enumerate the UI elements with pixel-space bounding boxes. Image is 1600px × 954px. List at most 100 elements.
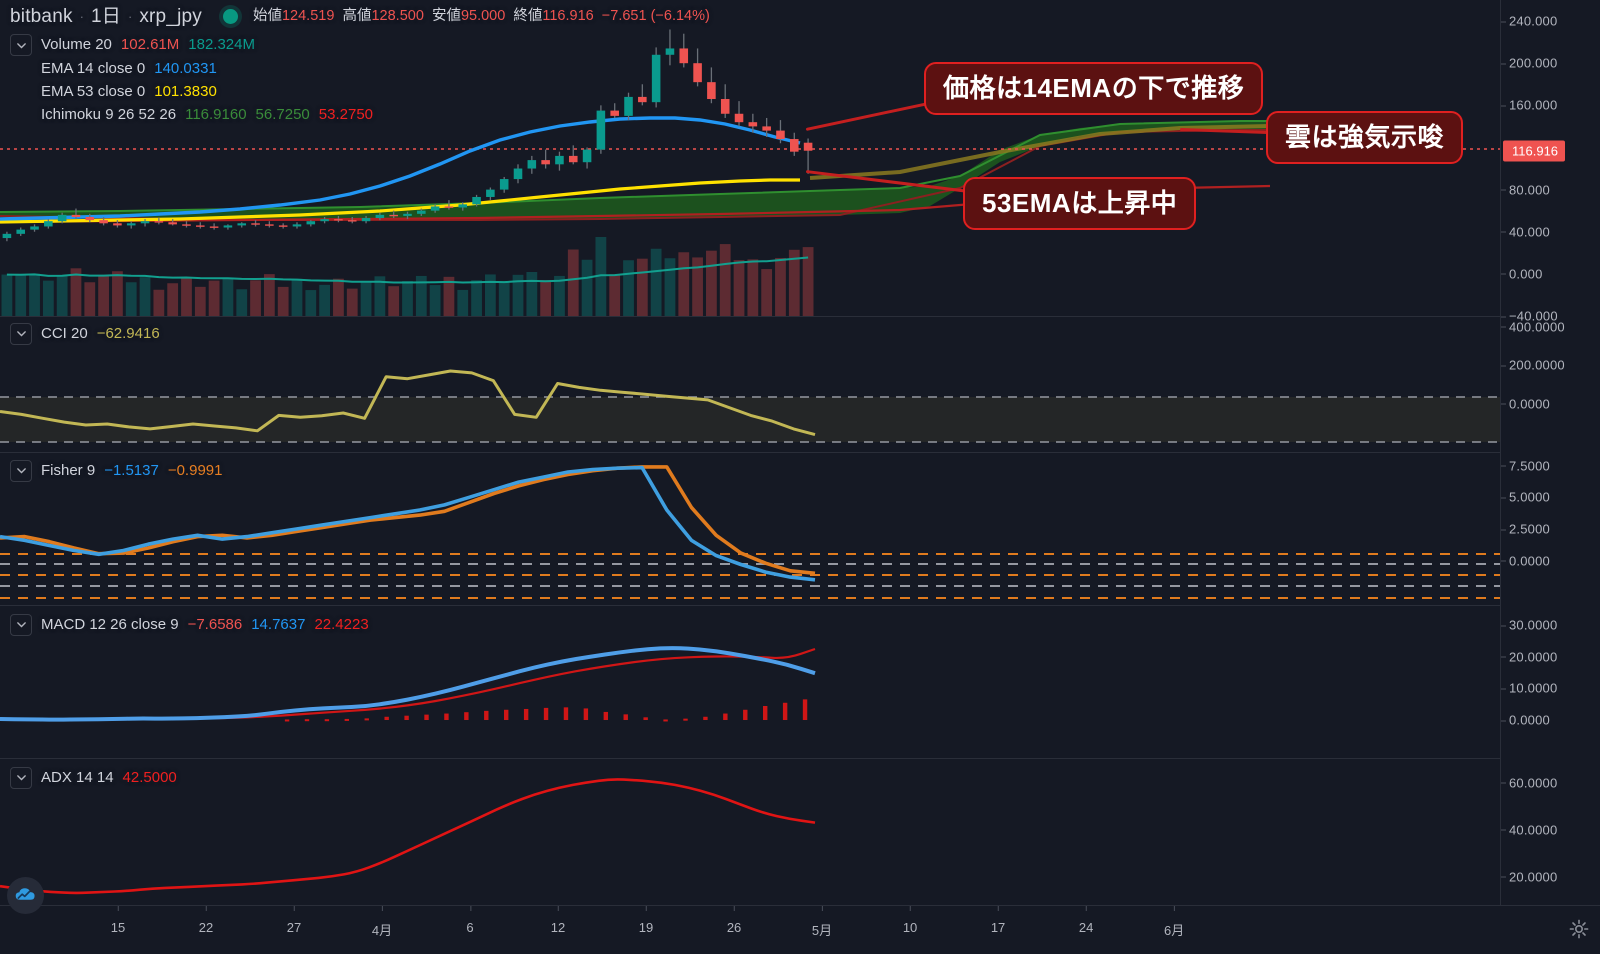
volume-bar bbox=[29, 273, 40, 316]
price-pane bbox=[0, 0, 1500, 316]
candle-body bbox=[762, 126, 771, 131]
adx-pane-svg bbox=[0, 778, 816, 895]
volume-bar bbox=[194, 286, 206, 316]
volume-bar bbox=[526, 271, 538, 316]
annotation-price-below-ema14[interactable]: 価格は14EMAの下で推移 bbox=[924, 62, 1264, 116]
candle-body bbox=[665, 48, 675, 55]
price-axis-tick: 20.0000 bbox=[1500, 649, 1558, 665]
candle-body bbox=[168, 222, 177, 225]
price-axis-tick: 400.0000 bbox=[1501, 319, 1565, 335]
price-axis-tick: 240.000 bbox=[1500, 13, 1558, 29]
volume-bar bbox=[650, 248, 662, 316]
volume-bar bbox=[360, 281, 372, 316]
candle-body bbox=[223, 225, 233, 228]
tradingview-logo-badge[interactable] bbox=[7, 877, 44, 914]
volume-bar bbox=[291, 278, 303, 316]
volume-bar bbox=[305, 290, 317, 316]
macd-pane-svg bbox=[0, 646, 816, 722]
candle-body bbox=[568, 155, 578, 163]
time-axis-tick: 12 bbox=[550, 906, 566, 935]
candle-body bbox=[71, 214, 81, 217]
price-axis-tick: 40.0000 bbox=[1500, 822, 1558, 838]
macd-histogram-bar bbox=[663, 719, 668, 722]
candle-body bbox=[720, 99, 730, 114]
candle-body bbox=[693, 63, 702, 83]
volume-bars bbox=[1, 237, 814, 316]
volume-bar bbox=[222, 278, 234, 316]
volume-bar bbox=[471, 280, 482, 316]
candle-body bbox=[596, 110, 606, 150]
time-axis-tick: 6月 bbox=[1164, 906, 1184, 939]
candle-body bbox=[776, 130, 785, 140]
macd-histogram-bar bbox=[324, 719, 330, 722]
volume-bar bbox=[429, 285, 441, 316]
separator-fisher-macd bbox=[0, 605, 1600, 606]
volume-bar bbox=[263, 274, 275, 316]
candle-body bbox=[417, 210, 426, 214]
collapse-macd-icon[interactable] bbox=[10, 613, 32, 636]
price-axis-tick: 0.000 bbox=[1501, 266, 1543, 282]
candle-body bbox=[44, 221, 53, 227]
current-price-badge: 116.916 bbox=[1503, 140, 1566, 162]
collapse-cci-icon[interactable] bbox=[10, 322, 32, 345]
volume-bar bbox=[374, 276, 386, 316]
time-axis-tick: 19 bbox=[638, 906, 654, 935]
volume-bar bbox=[457, 289, 469, 316]
price-axis-tick: 200.0000 bbox=[1501, 357, 1565, 373]
price-axis-tick: 60.0000 bbox=[1500, 775, 1558, 791]
macd-histogram-bar bbox=[762, 706, 768, 720]
candle-body bbox=[555, 155, 564, 165]
volume-bar bbox=[250, 280, 261, 316]
gear-icon[interactable] bbox=[1568, 918, 1590, 940]
cci-pane-svg bbox=[0, 369, 1500, 443]
collapse-fisher-icon[interactable] bbox=[10, 459, 32, 482]
cci-line bbox=[0, 369, 816, 437]
volume-bar bbox=[84, 282, 96, 316]
macd-histogram-bar bbox=[484, 710, 489, 720]
macd-histogram-bar bbox=[703, 716, 708, 720]
volume-bar bbox=[333, 278, 344, 316]
volume-bar bbox=[319, 284, 331, 316]
price-axis-tick: 40.000 bbox=[1501, 224, 1550, 240]
macd-histogram-bar bbox=[504, 709, 509, 720]
annotation-ema53-rising[interactable]: 53EMAは上昇中 bbox=[963, 177, 1197, 231]
volume-bar bbox=[775, 257, 786, 316]
candle-body bbox=[748, 122, 758, 127]
macd-histogram-bar bbox=[284, 719, 290, 722]
annotation-cloud-bullish[interactable]: 雲は強気示唆 bbox=[1266, 111, 1464, 165]
price-axis-tick: 10.0000 bbox=[1500, 680, 1558, 696]
macd-histogram-bar bbox=[384, 716, 389, 720]
candle-body bbox=[803, 142, 813, 151]
volume-bar bbox=[802, 247, 814, 316]
candle-body bbox=[513, 168, 523, 180]
volume-bar bbox=[388, 286, 400, 316]
collapse-volume-icon[interactable] bbox=[10, 34, 32, 57]
macd-histogram-bar bbox=[583, 708, 589, 720]
time-axis[interactable]: 15 22 27 4月 6 12 19 26 5月 10 17 24 6月 bbox=[0, 905, 1600, 954]
volume-bar bbox=[747, 259, 759, 316]
macd-histogram-bar bbox=[523, 708, 529, 720]
annotation-1-text: 価格は14EMAの下で推移 bbox=[943, 73, 1245, 103]
volume-bar bbox=[540, 280, 552, 316]
price-axis-tick: 80.000 bbox=[1501, 182, 1550, 198]
volume-bar bbox=[761, 269, 773, 316]
collapse-adx-icon[interactable] bbox=[10, 766, 32, 789]
volume-bar bbox=[623, 260, 634, 316]
volume-pane bbox=[0, 225, 1500, 316]
candle-body bbox=[209, 226, 219, 228]
time-axis-tick: 17 bbox=[990, 906, 1006, 935]
candle-body bbox=[403, 213, 412, 216]
time-axis-tick: 26 bbox=[726, 906, 742, 935]
candle-body bbox=[182, 224, 191, 226]
price-axis-tick: 2.5000 bbox=[1501, 521, 1550, 537]
volume-bar bbox=[581, 259, 593, 316]
chart-cloud-icon bbox=[15, 888, 35, 900]
candle-body bbox=[237, 223, 247, 226]
volume-bar bbox=[484, 274, 496, 316]
price-axis[interactable]: 240.000 200.000 160.000 80.000 40.000 0.000 −4… bbox=[1500, 0, 1600, 905]
volume-bar bbox=[277, 286, 289, 316]
macd-histogram-bar bbox=[743, 709, 748, 720]
volume-bar bbox=[554, 275, 565, 316]
candle-body bbox=[610, 110, 619, 116]
macd-line bbox=[0, 646, 816, 722]
